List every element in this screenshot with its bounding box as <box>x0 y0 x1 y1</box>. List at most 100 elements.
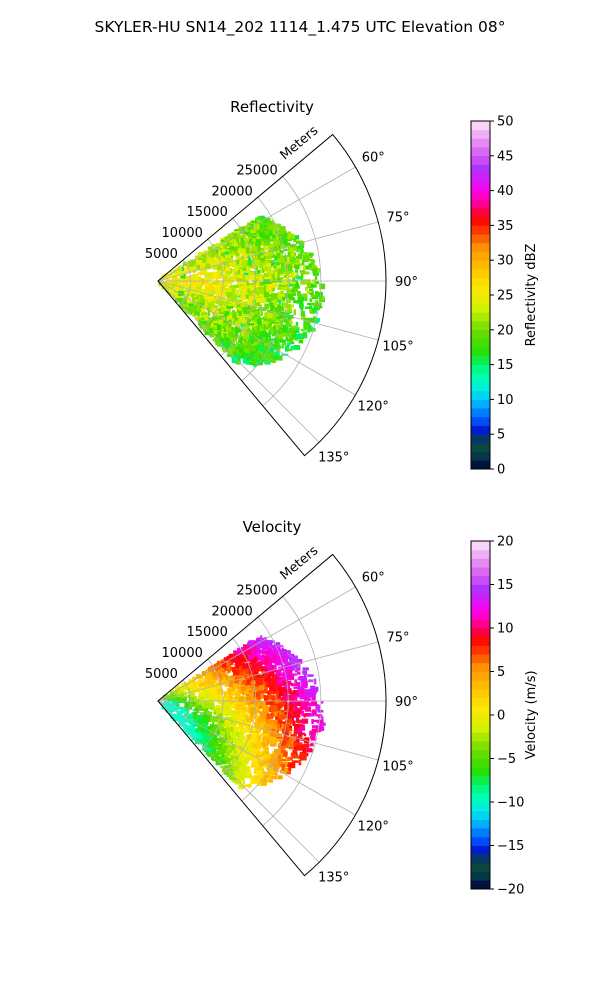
echo-gate <box>241 282 248 289</box>
echo-gate <box>288 767 292 772</box>
echo-gate <box>277 268 281 275</box>
echo-gate <box>288 291 292 295</box>
echo-gate <box>249 274 253 280</box>
echo-gate <box>262 273 265 276</box>
echo-gate <box>176 703 180 707</box>
echo-gate <box>231 335 238 340</box>
echo-gate <box>230 721 237 726</box>
echo-gate <box>244 784 252 787</box>
echo-gate <box>201 302 205 308</box>
echo-gate <box>173 697 179 702</box>
echo-gate <box>238 242 244 249</box>
echo-gate <box>258 689 262 695</box>
echo-gate <box>248 692 256 696</box>
echo-gate <box>259 252 264 256</box>
colorbar-tick-label: −15 <box>497 839 524 854</box>
echo-gate <box>248 282 255 286</box>
colorbar-segment <box>471 451 490 461</box>
echo-gate <box>314 317 320 323</box>
echo-gate <box>243 275 250 280</box>
echo-gate <box>302 718 305 724</box>
echo-gate <box>233 312 240 316</box>
echo-gate <box>263 279 270 284</box>
echo-gate <box>259 304 262 309</box>
echo-gate <box>255 258 262 262</box>
echo-gate <box>201 254 207 260</box>
echo-gate <box>307 749 314 753</box>
echo-gate <box>260 330 267 337</box>
echo-gate <box>282 692 287 695</box>
echo-gate <box>219 725 222 729</box>
echo-gate <box>286 257 292 263</box>
echo-gate <box>280 331 284 335</box>
echo-gate <box>244 334 249 339</box>
echo-gate <box>295 269 298 273</box>
echo-gate <box>229 662 234 666</box>
echo-gate <box>239 307 242 311</box>
echo-gate <box>213 753 220 759</box>
echo-gate <box>259 317 265 320</box>
colorbar-segment <box>471 321 490 331</box>
echo-gate <box>257 661 261 664</box>
echo-gate <box>174 292 179 298</box>
echo-gate <box>285 761 290 766</box>
echo-gate <box>238 713 242 719</box>
echo-gate <box>293 686 301 689</box>
echo-gate <box>208 699 215 706</box>
echo-gate <box>290 258 295 262</box>
echo-gate <box>266 779 271 782</box>
echo-gate <box>230 342 233 346</box>
echo-gate <box>274 702 282 709</box>
echo-gate <box>244 290 250 294</box>
echo-gate <box>311 284 317 288</box>
echo-gate <box>260 659 266 663</box>
echo-gate <box>259 328 263 332</box>
angular-gridline <box>157 280 356 396</box>
echo-gate <box>275 316 283 319</box>
echo-gate <box>297 290 301 296</box>
echo-gate <box>298 339 304 344</box>
echo-gate <box>225 324 230 330</box>
echo-gate <box>255 351 259 354</box>
theta-tick-label: 135° <box>318 451 349 466</box>
echo-gate <box>237 299 243 302</box>
echo-gate <box>277 687 280 692</box>
echo-gate <box>297 297 304 302</box>
echo-gate <box>188 713 195 717</box>
echo-gate <box>249 285 253 289</box>
theta-tick-label: 75° <box>387 631 410 646</box>
echo-gate <box>202 299 205 306</box>
echo-gate <box>229 246 236 251</box>
echo-gate <box>197 715 204 721</box>
echo-gate <box>314 306 318 311</box>
echo-gate <box>185 717 189 722</box>
echo-gate <box>293 746 300 750</box>
theta-tick-label: 90° <box>395 275 418 290</box>
echo-gate <box>289 657 294 662</box>
echo-gate <box>265 681 268 685</box>
echo-gate <box>263 672 268 678</box>
echo-gate <box>296 300 299 304</box>
echo-gate <box>232 714 237 721</box>
echo-gate <box>217 669 225 674</box>
colorbar-segment <box>471 636 490 646</box>
echo-gate <box>253 692 260 698</box>
echo-gate <box>231 732 236 739</box>
colorbar-segment <box>471 416 490 426</box>
echo-gate <box>243 272 250 276</box>
echo-gate <box>238 660 242 664</box>
echo-gate <box>233 233 236 240</box>
echo-gate <box>214 336 220 343</box>
echo-gate <box>260 692 264 695</box>
echo-gate <box>189 703 195 707</box>
echo-gate <box>231 251 235 255</box>
echo-gate <box>231 773 236 776</box>
echo-gate <box>288 762 296 769</box>
echo-gate <box>245 319 251 324</box>
echo-gate <box>219 720 224 724</box>
echo-gate <box>262 217 267 223</box>
echo-gate <box>275 248 282 254</box>
echo-gate <box>270 695 276 701</box>
echo-gate <box>303 673 307 679</box>
